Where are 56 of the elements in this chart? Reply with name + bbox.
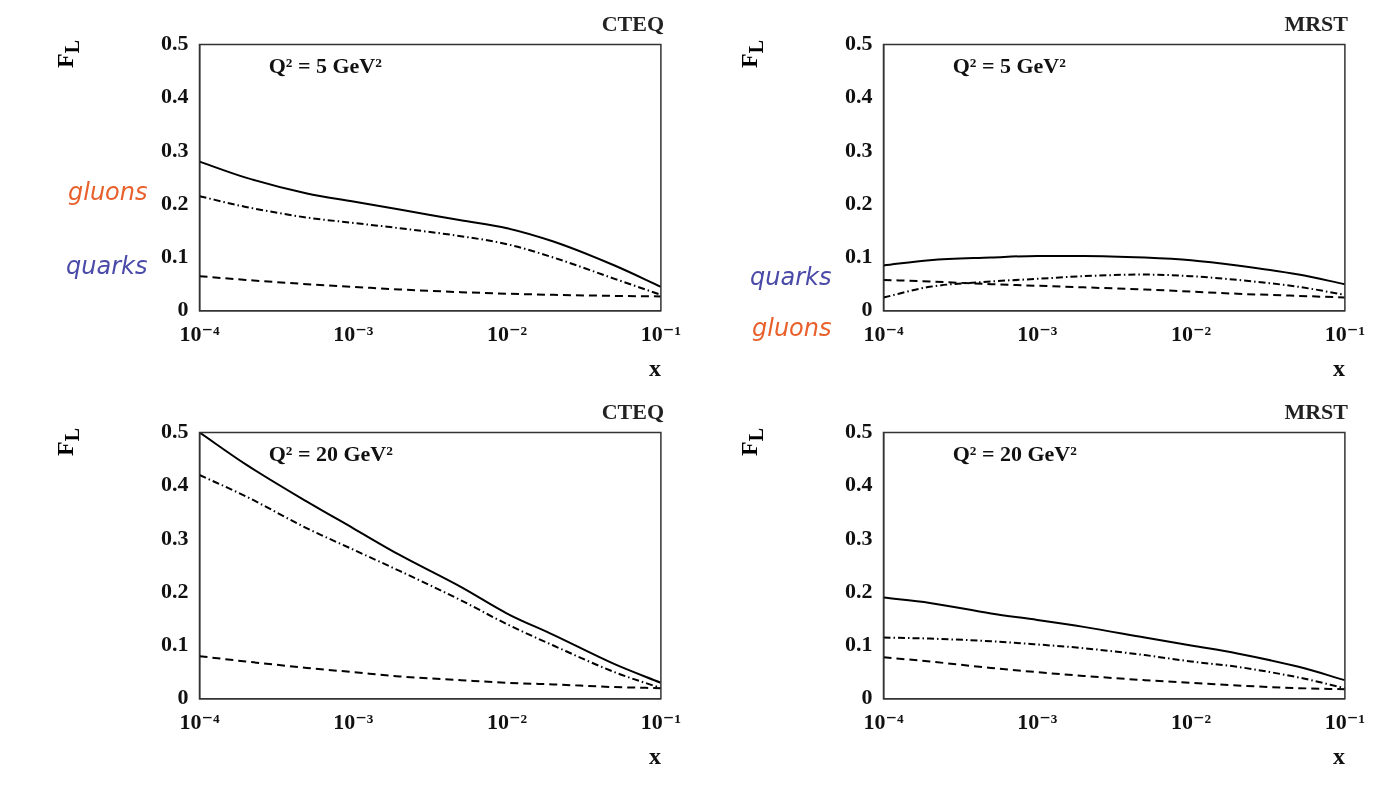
y-tick-label: 0.5 bbox=[161, 418, 189, 444]
x-axis-title: x bbox=[648, 354, 661, 381]
x-tick-label: 10⁻¹ bbox=[640, 320, 682, 346]
annotation: Q² = 20 GeV² bbox=[268, 441, 394, 467]
x-axis-title: x bbox=[1332, 742, 1345, 769]
y-tick-label: 0.1 bbox=[845, 631, 873, 657]
y-tick-label: 0.3 bbox=[161, 136, 189, 162]
y-tick-label: 0.3 bbox=[161, 524, 189, 550]
y-tick-label: 0.3 bbox=[845, 136, 873, 162]
annotation: Q² = 20 GeV² bbox=[952, 441, 1078, 467]
annotation: Q² = 5 GeV² bbox=[952, 53, 1067, 79]
y-tick-label: 0.4 bbox=[845, 471, 873, 497]
x-tick-label: 10⁻³ bbox=[1017, 708, 1058, 734]
chart-title: CTEQ bbox=[601, 10, 664, 36]
y-tick-label: 0.2 bbox=[845, 189, 873, 215]
x-tick-label: 10⁻⁴ bbox=[179, 320, 220, 346]
x-tick-label: 10⁻² bbox=[1170, 708, 1212, 734]
y-tick-label: 0.4 bbox=[161, 83, 189, 109]
x-tick-label: 10⁻² bbox=[486, 320, 528, 346]
x-tick-label: 10⁻⁴ bbox=[863, 320, 904, 346]
y-tick-label: 0.1 bbox=[845, 243, 873, 269]
y-tick-label: 0.4 bbox=[845, 83, 873, 109]
y-tick-label: 0.1 bbox=[161, 631, 189, 657]
y-tick-label: 0.5 bbox=[845, 30, 873, 56]
y-tick-label: 0.1 bbox=[161, 243, 189, 269]
x-tick-label: 10⁻¹ bbox=[1324, 708, 1366, 734]
y-tick-label: 0 bbox=[177, 684, 189, 710]
chart-title: MRST bbox=[1284, 10, 1349, 36]
x-tick-label: 10⁻² bbox=[1170, 320, 1212, 346]
chart-title: MRST bbox=[1284, 398, 1349, 424]
y-tick-label: 0 bbox=[177, 296, 189, 322]
x-tick-label: 10⁻¹ bbox=[640, 708, 682, 734]
y-tick-label: 0.3 bbox=[845, 524, 873, 550]
text: quarks bbox=[66, 252, 148, 281]
text: gluons bbox=[67, 177, 148, 206]
x-tick-label: 10⁻⁴ bbox=[179, 708, 220, 734]
y-tick-label: 0.5 bbox=[845, 418, 873, 444]
x-axis-title: x bbox=[1332, 354, 1345, 381]
text: quarks bbox=[750, 263, 832, 292]
chart-title: CTEQ bbox=[601, 398, 664, 424]
y-tick-label: 0 bbox=[861, 684, 873, 710]
y-tick-label: 0.2 bbox=[161, 577, 189, 603]
x-tick-label: 10⁻³ bbox=[333, 320, 374, 346]
y-tick-label: 0.5 bbox=[161, 30, 189, 56]
x-tick-label: 10⁻¹ bbox=[1324, 320, 1366, 346]
annotation: Q² = 5 GeV² bbox=[268, 53, 383, 79]
y-tick-label: 0.2 bbox=[161, 189, 189, 215]
x-tick-label: 10⁻⁴ bbox=[863, 708, 904, 734]
y-tick-label: 0.4 bbox=[161, 471, 189, 497]
x-tick-label: 10⁻³ bbox=[1017, 320, 1058, 346]
x-axis-title: x bbox=[648, 742, 661, 769]
y-tick-label: 0.2 bbox=[845, 577, 873, 603]
text: gluons bbox=[751, 313, 832, 342]
y-tick-label: 0 bbox=[861, 296, 873, 322]
x-tick-label: 10⁻³ bbox=[333, 708, 374, 734]
x-tick-label: 10⁻² bbox=[486, 708, 528, 734]
